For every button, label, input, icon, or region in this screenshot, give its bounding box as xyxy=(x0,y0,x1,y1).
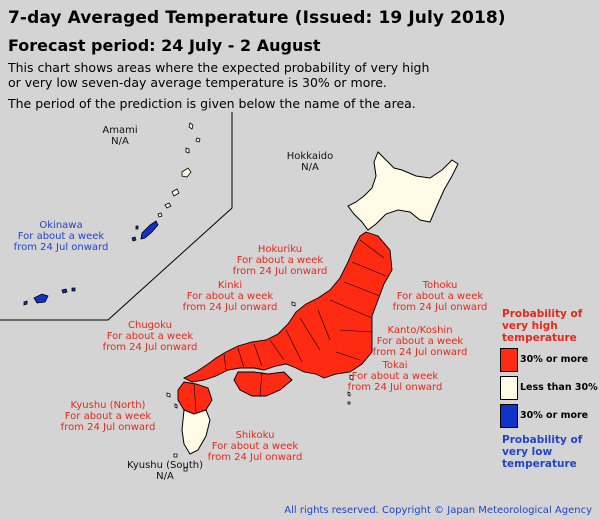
legend-title-high: Probability of very high temperature xyxy=(502,308,583,344)
high-temp-area xyxy=(177,231,393,415)
amami-islands xyxy=(157,122,201,218)
small-islands xyxy=(166,301,354,472)
legend-swatch-high xyxy=(500,348,518,372)
label-amami: Amami N/A xyxy=(102,125,138,147)
legend-title-low: Probability of very low temperature xyxy=(502,434,583,470)
page-title: 7-day Averaged Temperature (Issued: 19 J… xyxy=(8,8,506,28)
inset-frame xyxy=(0,112,233,321)
label-okinawa: Okinawa For about a week from 24 Jul onwa… xyxy=(13,220,109,253)
label-kanto-koshin: Kanto/Koshin For about a week from 24 Jul… xyxy=(372,325,468,358)
label-shikoku: Shikoku For about a week from 24 Jul onwa… xyxy=(207,430,303,463)
legend-label-low: 30% or more xyxy=(520,410,589,421)
legend-label-high: 30% or more xyxy=(520,354,589,365)
kyushu-south-region xyxy=(181,409,211,455)
forecast-period: Forecast period: 24 July - 2 August xyxy=(8,36,321,55)
label-kyushu-north: Kyushu (North) For about a week from 24 J… xyxy=(60,400,156,433)
label-kinki: Kinki For about a week from 24 Jul onward xyxy=(182,280,278,313)
okinawa-islands xyxy=(23,220,159,306)
label-tohoku: Tohoku For about a week from 24 Jul onwar… xyxy=(392,280,488,313)
copyright: All rights reserved. Copyright © Japan M… xyxy=(284,505,592,516)
legend-swatch-neutral xyxy=(500,376,518,400)
legend-swatch-low xyxy=(500,404,518,428)
hokkaido-region xyxy=(347,151,459,231)
label-chugoku: Chugoku For about a week from 24 Jul onwa… xyxy=(102,320,198,353)
label-hokkaido: Hokkaido N/A xyxy=(286,151,334,173)
label-hokuriku: Hokuriku For about a week from 24 Jul onw… xyxy=(232,244,328,277)
label-tokai: Tokai For about a week from 24 Jul onward xyxy=(347,360,443,393)
description-line-1: This chart shows areas where the expecte… xyxy=(8,60,430,75)
description-line-3: The period of the prediction is given be… xyxy=(8,96,416,111)
label-kyushu-south: Kyushu (South) N/A xyxy=(126,460,204,482)
description-line-2: or very low seven-day average temperatur… xyxy=(8,75,387,90)
prefecture-borders xyxy=(193,239,387,413)
legend-label-neutral: Less than 30% xyxy=(520,382,598,393)
